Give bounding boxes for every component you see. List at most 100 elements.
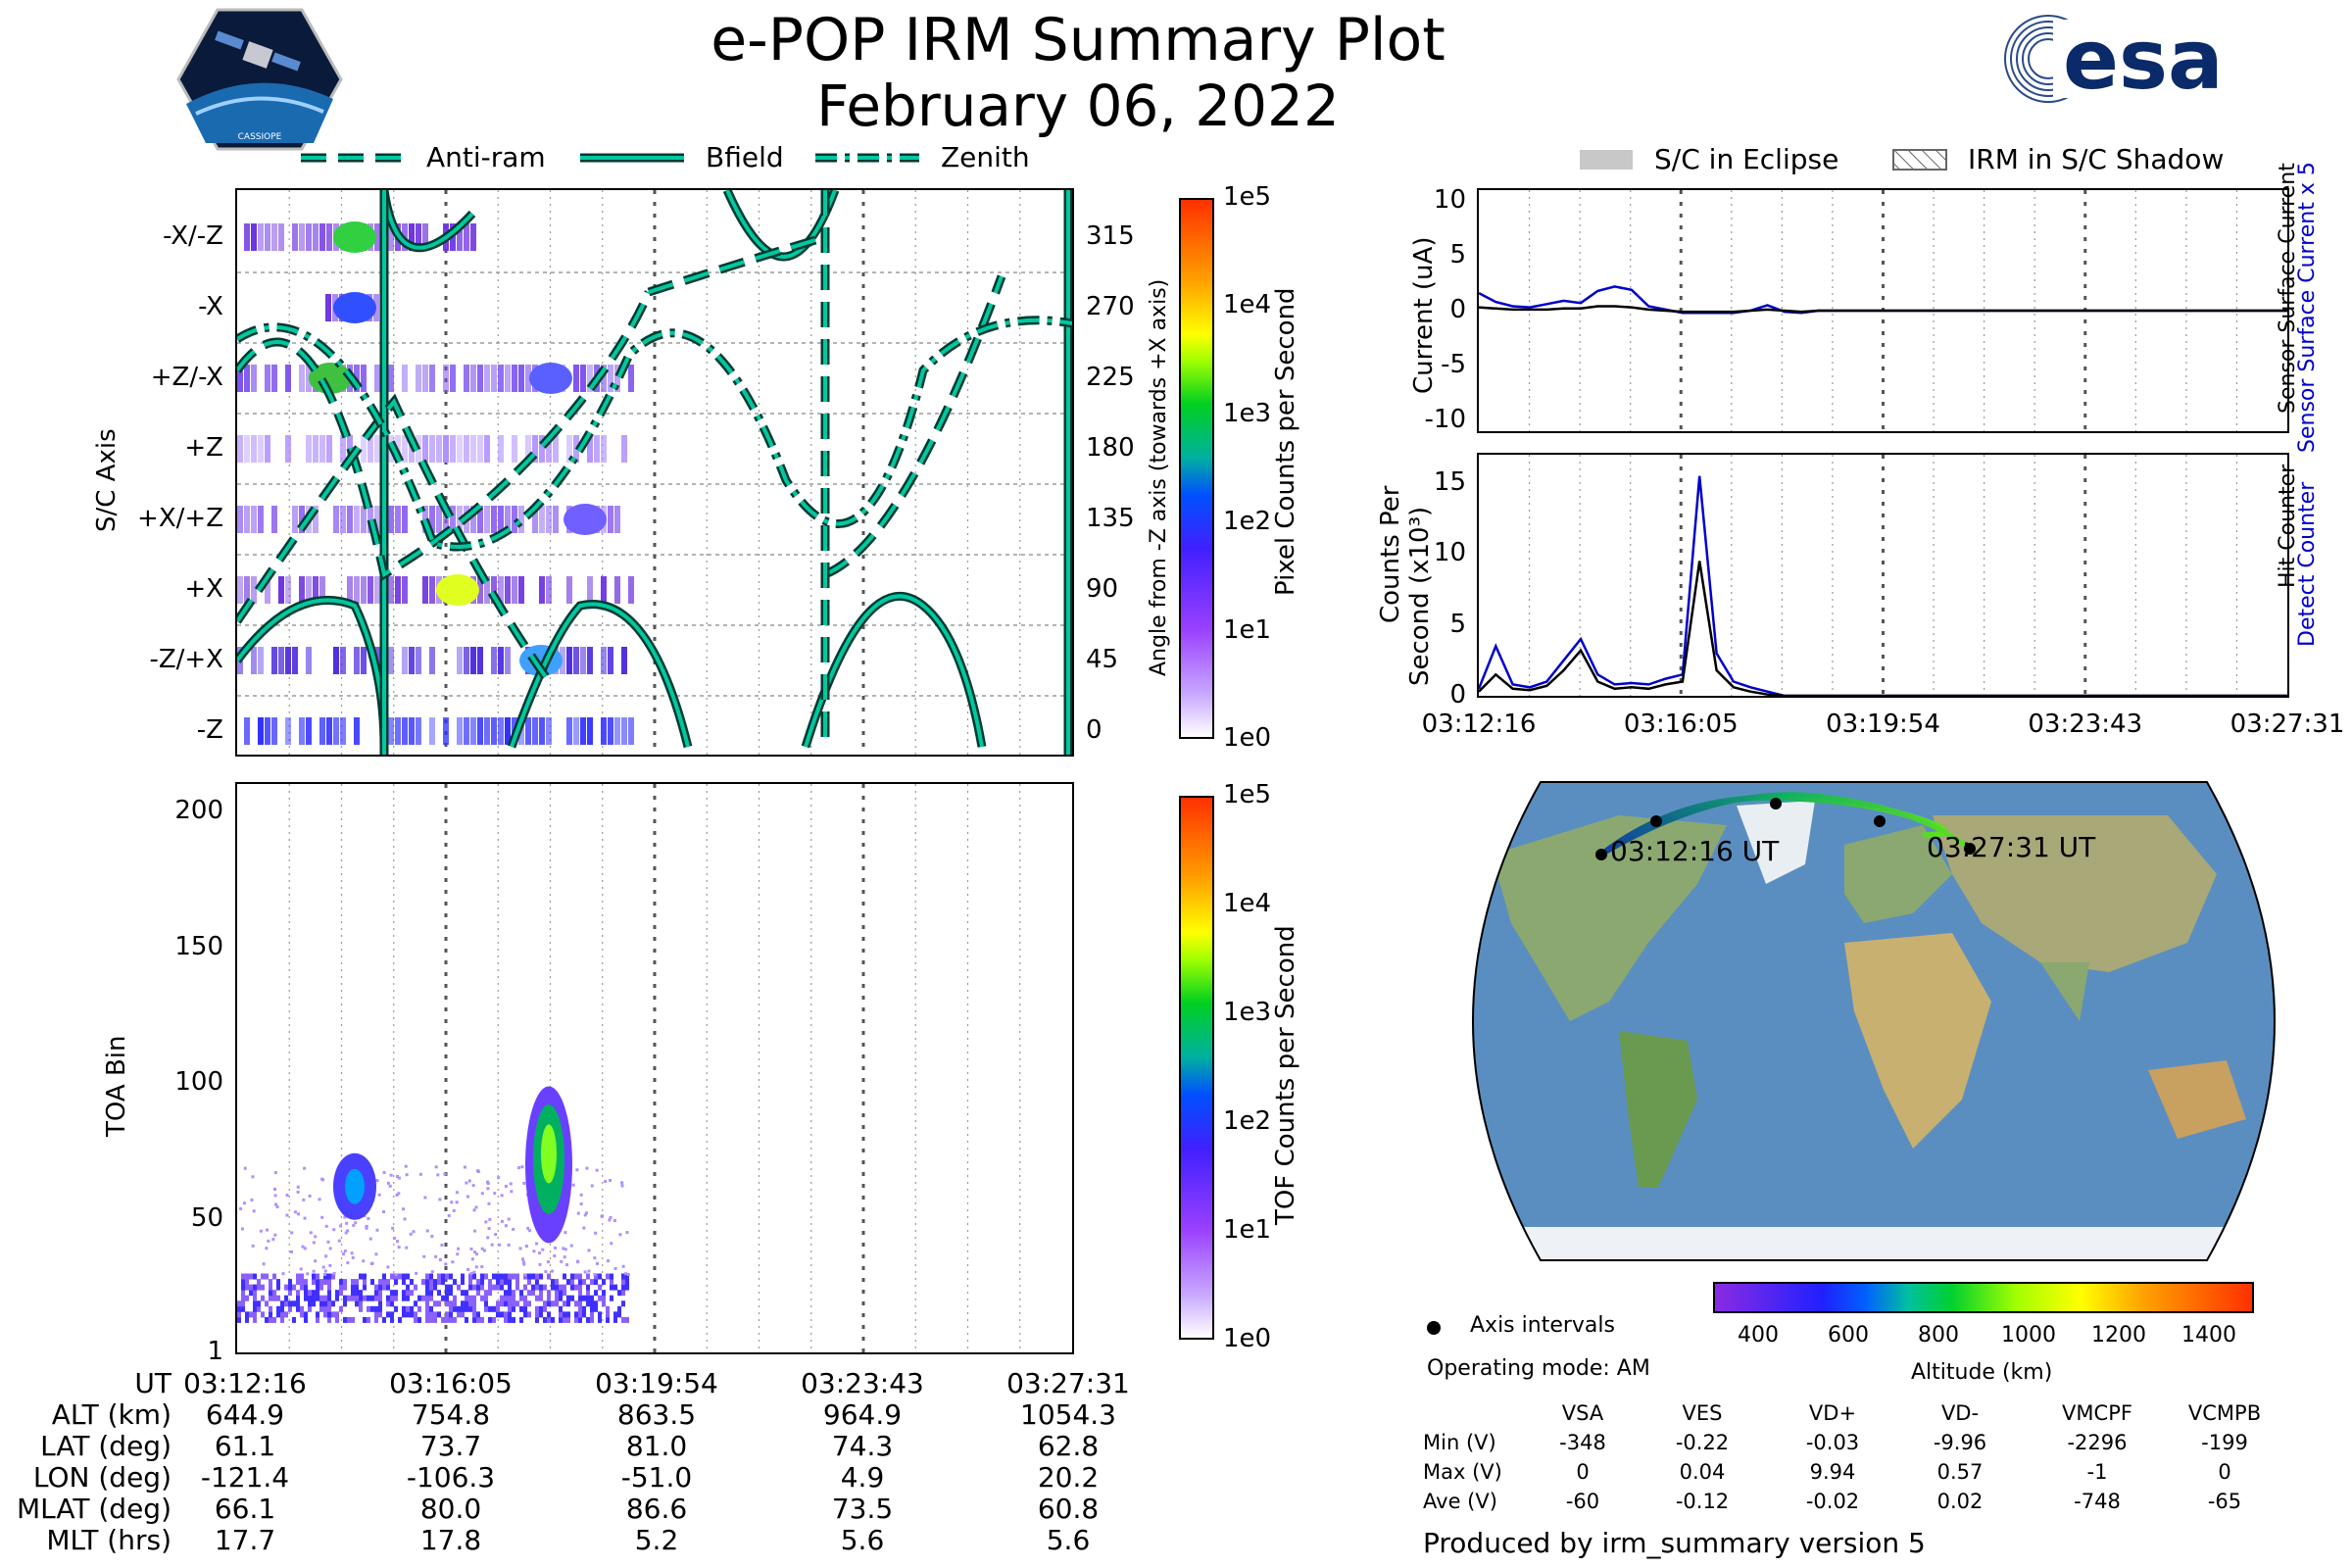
sc-axis-heat-cell: [244, 435, 250, 463]
sc-axis-heat-cell: [484, 717, 490, 745]
toa-heat-cell: [410, 1306, 414, 1312]
sc-axis-canvas: [237, 190, 1072, 755]
toa-speckle: [551, 1270, 554, 1273]
toa-heat-cell: [312, 1290, 316, 1296]
toa-speckle: [501, 1220, 504, 1223]
toa-heat-cell: [386, 1300, 390, 1306]
toa-heat-cell: [265, 1274, 269, 1280]
toa-heat-cell: [378, 1290, 382, 1296]
toa-heat-cell: [276, 1285, 280, 1291]
voltage-cell: 0.02: [1901, 1490, 2019, 1513]
toa-speckle: [493, 1192, 496, 1195]
toa-heat-cell: [319, 1279, 323, 1285]
sc-axis-heat-cell: [237, 506, 243, 533]
toa-heat-cell: [374, 1317, 378, 1323]
legend-zenith: Zenith: [813, 141, 1030, 173]
toa-heat-cell: [425, 1296, 429, 1301]
toa-speckle: [464, 1165, 466, 1168]
toa-speckle: [327, 1241, 330, 1244]
toa-heat-cell: [465, 1300, 468, 1306]
toa-heat-cell: [367, 1306, 370, 1312]
toa-speckle: [241, 1227, 244, 1230]
sc-axis-heat-cell: [271, 647, 277, 674]
altitude-colorbar-tick: 1400: [2131, 1323, 2287, 1348]
sc-axis-heat-cell: [573, 717, 579, 745]
voltage-cell: -2296: [2038, 1431, 2156, 1454]
toa-heat-cell: [410, 1279, 414, 1285]
toa-heat-cell: [382, 1274, 386, 1280]
ephemeris-cell: 81.0: [559, 1430, 755, 1462]
toa-heat-cell: [488, 1317, 492, 1323]
toa-heat-cell: [343, 1317, 347, 1323]
voltage-cell: -748: [2038, 1490, 2156, 1513]
toa-speckle: [419, 1173, 422, 1176]
toa-heat-cell: [468, 1300, 472, 1306]
toa-heat-cell: [347, 1317, 351, 1323]
sc-axis-heat-cell: [422, 365, 428, 392]
sc-axis-heat-cell: [361, 506, 367, 533]
sc-axis-heat-cell: [525, 717, 531, 745]
toa-heat-cell: [261, 1296, 265, 1301]
toa-heat-cell: [253, 1306, 257, 1312]
voltage-cell: 0.57: [1901, 1460, 2019, 1484]
toa-speckle: [406, 1173, 409, 1176]
voltage-cell: -0.03: [1774, 1431, 1891, 1454]
toa-speckle: [352, 1256, 355, 1259]
toa-speckle: [320, 1216, 323, 1219]
toa-heat-cell: [472, 1306, 476, 1312]
toa-heat-cell: [272, 1296, 276, 1301]
sc-axis-heat-cell: [477, 435, 483, 463]
sc-axis-heat-cell: [450, 365, 456, 392]
toa-heat-cell: [566, 1317, 570, 1323]
toa-speckle: [585, 1167, 588, 1170]
toa-speckle: [396, 1240, 399, 1243]
toa-heat-cell: [582, 1311, 586, 1317]
toa-speckle: [596, 1262, 599, 1265]
toa-heat-cell: [449, 1285, 453, 1291]
toa-heat-cell: [245, 1296, 249, 1301]
toa-heat-cell: [535, 1306, 539, 1312]
toa-heat-cell: [351, 1279, 355, 1285]
toa-heat-cell: [425, 1317, 429, 1323]
toa-heat-cell: [617, 1290, 621, 1296]
toa-heat-cell: [241, 1296, 245, 1301]
toa-heat-cell: [386, 1296, 390, 1301]
toa-heat-cell: [590, 1317, 594, 1323]
sc-axis-heat-cell: [361, 365, 367, 392]
toa-speckle: [517, 1166, 520, 1169]
toa-heat-cell: [480, 1279, 484, 1285]
sc-axis-heat-cell: [340, 435, 346, 463]
sc-axis-heat-cell: [265, 435, 270, 463]
toa-heat-cell: [429, 1306, 433, 1312]
toa-heat-cell: [429, 1311, 433, 1317]
toa-heat-cell: [472, 1285, 476, 1291]
toa-speckle: [450, 1200, 453, 1203]
toa-heat-cell: [280, 1311, 284, 1317]
toa-heat-cell: [598, 1285, 602, 1291]
toa-speckle: [620, 1184, 623, 1187]
toa-heat-cell: [504, 1300, 508, 1306]
toa-heat-cell: [508, 1285, 512, 1291]
sc-axis-heat-cell: [457, 647, 463, 674]
legend-zenith-label: Zenith: [941, 141, 1030, 173]
toa-heat-cell: [590, 1279, 594, 1285]
toa-heat-cell: [292, 1300, 296, 1306]
toa-speckle: [570, 1245, 573, 1248]
toa-speckle: [538, 1251, 541, 1254]
sc-axis-heat-cell: [285, 647, 291, 674]
current-ylabel: Current (uA): [1409, 237, 1439, 394]
toa-heat-cell: [625, 1279, 629, 1285]
voltage-cell: 9.94: [1774, 1460, 1891, 1484]
toa-speckle: [469, 1248, 472, 1250]
ephemeris-cell: 60.8: [970, 1493, 1166, 1525]
toa-heat-cell: [241, 1279, 245, 1285]
toa-heat-cell: [445, 1285, 449, 1291]
toa-heat-cell: [355, 1300, 359, 1306]
toa-heat-cell: [457, 1311, 461, 1317]
toa-speckle: [333, 1272, 336, 1275]
sc-axis-heat-cell: [587, 717, 593, 745]
toa-heat-cell: [308, 1290, 312, 1296]
toa-speckle: [456, 1191, 459, 1194]
ephemeris-cell: -106.3: [353, 1461, 549, 1494]
toa-heat-cell: [319, 1285, 323, 1291]
